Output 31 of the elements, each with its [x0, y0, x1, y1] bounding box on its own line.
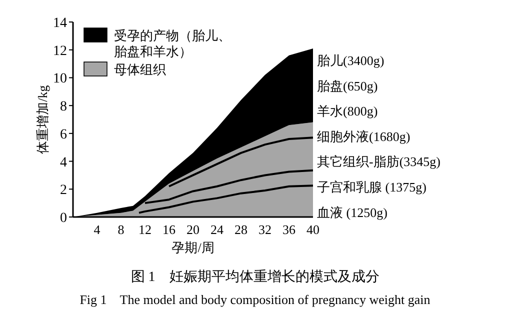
y-tick-label: 6: [60, 127, 67, 142]
y-tick-label: 2: [60, 183, 67, 198]
y-axis-title: 体重增加/kg: [35, 84, 50, 154]
text: 图 1 妊娠期平均体重增长的模式及成分: [130, 269, 380, 285]
x-tick-label: 28: [234, 222, 248, 237]
legend-label: 母体组织: [114, 62, 166, 77]
text: Fig 1 The model and body composition of pregnancy weight gain: [80, 292, 431, 307]
y-tick-label: 10: [53, 72, 67, 87]
x-axis-title: 孕期/周: [172, 240, 214, 255]
x-tick-label: 24: [210, 222, 224, 237]
x-tick-label: 32: [258, 222, 272, 237]
text: 其它组织-脂肪(3345g): [317, 154, 440, 170]
y-tick-label: 12: [53, 44, 67, 59]
x-tick-label: 8: [118, 222, 124, 237]
text: 羊水(800g): [317, 104, 378, 119]
x-tick-label: 40: [306, 222, 320, 237]
y-tick-label: 0: [60, 211, 67, 226]
text: 血液 (1250g): [317, 204, 388, 220]
text: 子宫和乳腺 (1375g): [317, 180, 426, 194]
x-tick-label: 16: [162, 222, 176, 237]
legend-label: 受孕的产物（胎儿、胎盘和羊水）: [114, 28, 231, 59]
x-tick-label: 12: [138, 222, 152, 237]
x-tick-label: 4: [94, 222, 101, 237]
y-tick-label: 14: [53, 16, 67, 31]
y-tick-label: 4: [60, 155, 67, 170]
text: 胎儿(3400g): [317, 53, 384, 68]
text: 细胞外液(1680g): [317, 128, 410, 144]
text: 胎盘(650g): [317, 78, 378, 94]
x-tick-label: 36: [282, 222, 296, 237]
y-tick-label: 8: [60, 100, 67, 115]
x-tick-label: 20: [186, 222, 200, 237]
